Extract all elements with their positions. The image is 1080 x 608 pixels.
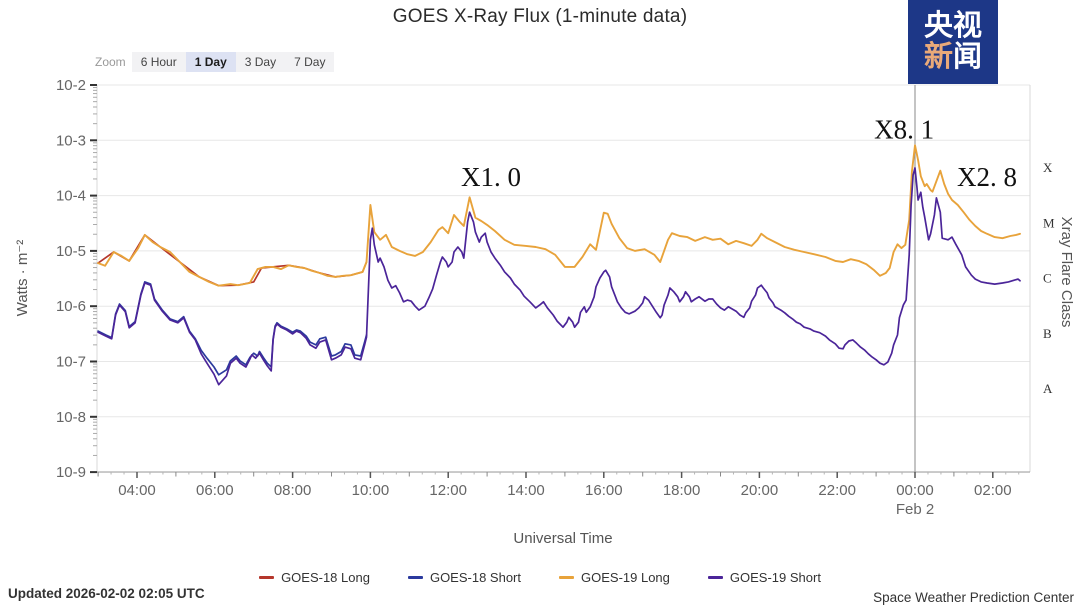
legend-label: GOES-19 Long [581, 570, 670, 585]
zoom-option-3-day[interactable]: 3 Day [235, 52, 286, 72]
series-goes-19-long [97, 144, 1021, 287]
flare-annotation-X81: X8. 1 [874, 115, 934, 145]
logo-char: 闻 [953, 41, 983, 73]
x-tick-label: 08:00 [274, 482, 312, 499]
series-layer [97, 144, 1021, 386]
x-tick-label: 20:00 [741, 482, 779, 499]
legend-swatch [407, 576, 423, 579]
flare-annotation-X28: X2. 8 [957, 162, 1017, 192]
x-tick-label: 16:00 [585, 482, 623, 499]
y-tick-label: 10-2 [56, 77, 86, 94]
zoom-option-7-day[interactable]: 7 Day [285, 52, 335, 72]
legend-label: GOES-18 Short [429, 570, 521, 585]
xray-flux-chart[interactable]: 10-2 10-3 10-4 10-5 10-6 10-7 10-8 10-9 04:00 06:… [0, 0, 1080, 556]
x-tick-sublabel: Feb 2 [896, 501, 934, 518]
y-tick-label: 10-8 [56, 409, 86, 426]
logo-line-1: 央视 [923, 9, 982, 42]
x-tick-label: 18:00 [663, 482, 701, 499]
chart-title: GOES X-Ray Flux (1-minute data) [392, 6, 688, 27]
legend-item-goes-19-long: GOES-19 Long [559, 570, 670, 585]
zoom-option-1-day[interactable]: 1 Day [185, 52, 236, 72]
legend-swatch [259, 576, 275, 579]
source-attribution: Space Weather Prediction Center [873, 590, 1074, 605]
legend-swatch [559, 576, 574, 579]
zoom-button-group: 6 Hour 1 Day 3 Day 7 Day [131, 52, 335, 72]
y-tick-label: 10-7 [56, 354, 86, 371]
flare-class-X: X [1043, 160, 1053, 175]
cctv-news-logo: 央视 新闻 [908, 0, 998, 84]
legend-item-goes-18-short: GOES-18 Short [407, 570, 521, 585]
legend-label: GOES-18 Long [281, 570, 370, 585]
series-goes-18-long [97, 234, 368, 287]
zoom-label: Zoom [95, 55, 126, 69]
y-tick-label: 10-9 [56, 464, 86, 481]
flare-class-M: M [1043, 215, 1055, 230]
y-tick-label: 10-4 [56, 188, 86, 205]
flare-annotation-X10: X1. 0 [461, 162, 521, 192]
legend-item-goes-19-short: GOES-19 Short [707, 570, 821, 585]
legend-label: GOES-19 Short [729, 570, 821, 585]
updated-timestamp: Updated 2026-02-02 02:05 UTC [8, 586, 205, 601]
legend: GOES-18 Long GOES-18 Short GOES-19 Long GOE… [0, 570, 1080, 585]
flare-class-C: C [1043, 271, 1052, 286]
axis-label-layer: 10-2 10-3 10-4 10-5 10-6 10-7 10-8 10-9 04:00 06:… [56, 77, 1055, 518]
series-goes-19-short [97, 167, 1021, 386]
zoom-option-6-hour[interactable]: 6 Hour [131, 52, 186, 72]
annotation-layer: X1. 0 X8. 1 X2. 8 [461, 115, 1017, 193]
flare-class-A: A [1043, 381, 1053, 396]
x-axis-title: Universal Time [513, 530, 612, 547]
legend-swatch [707, 576, 723, 579]
flare-class-B: B [1043, 326, 1052, 341]
x-tick-label: 02:00 [974, 482, 1012, 499]
legend-item-goes-18-long: GOES-18 Long [259, 570, 370, 585]
y-tick-label: 10-6 [56, 298, 86, 315]
zoom-toolbar: Zoom 6 Hour 1 Day 3 Day 7 Day [95, 52, 335, 72]
grid-layer [96, 84, 1031, 473]
y2-axis-title: Xray Flare Class [1058, 217, 1075, 328]
x-tick-label: 06:00 [196, 482, 234, 499]
tick-layer [90, 84, 1020, 478]
x-tick-label: 12:00 [429, 482, 467, 499]
x-tick-label: 00:00 [896, 482, 934, 499]
x-tick-label: 22:00 [818, 482, 856, 499]
x-tick-label: 04:00 [118, 482, 156, 499]
x-tick-label: 10:00 [352, 482, 390, 499]
y-axis-title: Watts · m⁻² [14, 240, 31, 317]
logo-line-2: 新闻 [923, 41, 983, 73]
logo-accent-char: 新 [923, 41, 953, 73]
y-tick-label: 10-3 [56, 132, 86, 149]
y-tick-label: 10-5 [56, 243, 86, 260]
x-tick-label: 14:00 [507, 482, 545, 499]
